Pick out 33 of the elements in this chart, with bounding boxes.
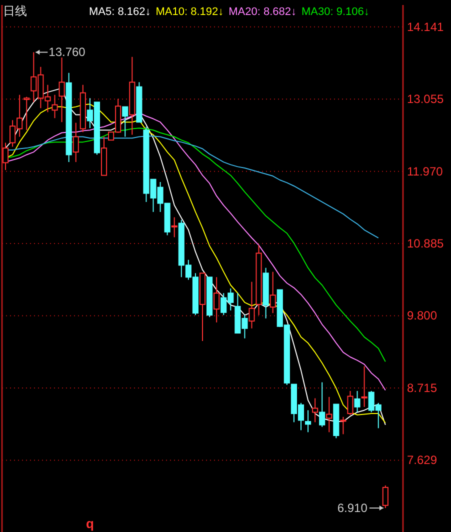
- candlestick: [2, 142, 9, 171]
- text: MA20: 8.682↓: [228, 6, 297, 18]
- annotation: 13.760: [48, 45, 86, 60]
- text: MA5: 8.162↓: [89, 6, 151, 18]
- y-tick-label: 8.715: [407, 380, 438, 395]
- candlestick: [248, 281, 255, 329]
- y-tick-label: 14.141: [407, 20, 444, 34]
- candlestick: [214, 276, 220, 323]
- candlestick: [24, 96, 30, 131]
- candlestick: [58, 57, 65, 123]
- annotation: q: [86, 516, 94, 531]
- candlestick: [312, 398, 318, 423]
- y-tick-label: 13.055: [407, 92, 444, 106]
- y-tick-label: 7.629: [407, 453, 438, 468]
- candlestick: [72, 122, 79, 163]
- candlestick: [319, 382, 326, 428]
- y-tick-label: 9.800: [407, 308, 438, 323]
- candlestick: [347, 390, 354, 416]
- candlestick: [270, 271, 276, 314]
- candlestick: [361, 366, 368, 408]
- text: MA10: 8.192↓: [156, 6, 224, 18]
- y-tick-label: 11.970: [407, 164, 444, 178]
- candlestick: [354, 390, 360, 413]
- candlestick: [326, 396, 332, 433]
- candlestick: [171, 216, 178, 238]
- text: MA30: 9.106↓: [302, 6, 370, 18]
- candlestick: [52, 94, 58, 119]
- candlestick: [340, 416, 346, 435]
- chart-title: 日线: [3, 4, 27, 18]
- candlestick: [122, 106, 128, 138]
- annotation: 6.910: [337, 501, 368, 516]
- candlestick: [304, 410, 312, 433]
- y-tick-label: 10.885: [407, 236, 444, 251]
